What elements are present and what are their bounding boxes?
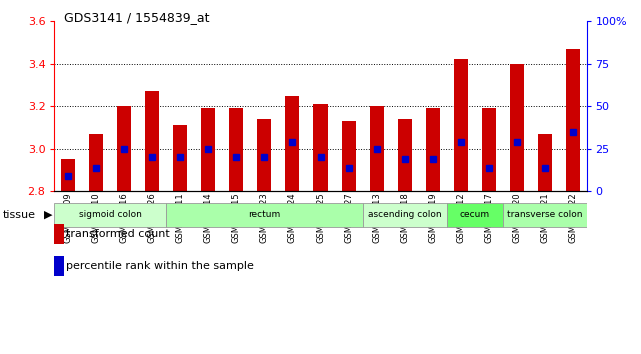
Bar bbox=[342, 121, 356, 191]
Bar bbox=[201, 108, 215, 191]
FancyBboxPatch shape bbox=[363, 203, 447, 227]
Bar bbox=[565, 49, 579, 191]
FancyBboxPatch shape bbox=[447, 203, 503, 227]
Bar bbox=[174, 125, 188, 191]
Text: transverse colon: transverse colon bbox=[507, 210, 582, 219]
Bar bbox=[258, 119, 272, 191]
Bar bbox=[285, 96, 299, 191]
Bar bbox=[62, 159, 76, 191]
Text: ascending colon: ascending colon bbox=[368, 210, 441, 219]
Bar bbox=[229, 108, 244, 191]
Text: tissue: tissue bbox=[3, 210, 36, 220]
Text: sigmoid colon: sigmoid colon bbox=[79, 210, 142, 219]
Bar bbox=[313, 104, 328, 191]
Bar bbox=[90, 134, 103, 191]
Bar bbox=[117, 106, 131, 191]
Bar bbox=[510, 64, 524, 191]
Text: transformed count: transformed count bbox=[66, 229, 170, 239]
Bar bbox=[397, 119, 412, 191]
FancyBboxPatch shape bbox=[54, 203, 167, 227]
FancyBboxPatch shape bbox=[167, 203, 363, 227]
Bar bbox=[481, 108, 495, 191]
Bar bbox=[454, 59, 467, 191]
Bar bbox=[426, 108, 440, 191]
Bar bbox=[538, 134, 551, 191]
Bar bbox=[369, 106, 383, 191]
Text: GDS3141 / 1554839_at: GDS3141 / 1554839_at bbox=[64, 11, 210, 24]
Text: cecum: cecum bbox=[460, 210, 490, 219]
Text: ▶: ▶ bbox=[44, 210, 52, 220]
Text: percentile rank within the sample: percentile rank within the sample bbox=[66, 261, 254, 271]
Text: rectum: rectum bbox=[248, 210, 281, 219]
FancyBboxPatch shape bbox=[503, 203, 587, 227]
Bar bbox=[146, 91, 160, 191]
